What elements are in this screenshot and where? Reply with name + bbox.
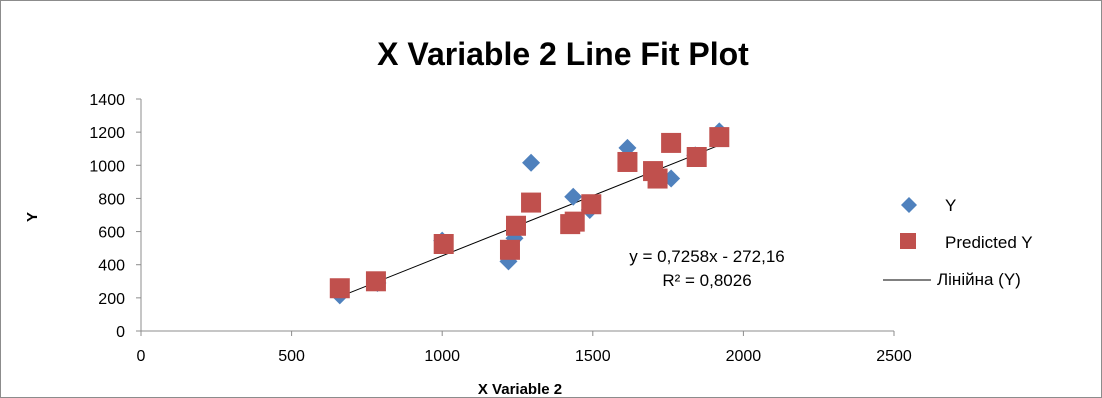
- data-point-predicted-y: [499, 239, 520, 260]
- x-axis-label: X Variable 2: [478, 381, 562, 397]
- data-point-predicted-y: [709, 127, 730, 148]
- legend: Y Predicted Y Лінійна (Y): [883, 196, 1033, 289]
- y-tick-label: 1200: [89, 125, 125, 142]
- data-point-predicted-y: [564, 211, 585, 232]
- data-point-predicted-y: [365, 271, 386, 292]
- x-tick-label: 2500: [876, 348, 912, 365]
- axes: [140, 99, 894, 332]
- trendline-equation: y = 0,7258x - 272,16: [629, 247, 784, 266]
- y-tick-label: 200: [98, 291, 125, 308]
- x-tick-label: 500: [278, 348, 305, 365]
- y-tick-label: 800: [98, 191, 125, 208]
- data-point-predicted-y: [505, 215, 526, 236]
- x-tick-label: 1500: [575, 348, 611, 365]
- legend-label-y: Y: [945, 196, 956, 215]
- chart-title: X Variable 2 Line Fit Plot: [377, 36, 749, 72]
- x-tick-label: 2000: [726, 348, 762, 365]
- legend-marker-y: [901, 197, 917, 213]
- data-point-predicted-y: [661, 132, 682, 153]
- legend-label-predicted-y: Predicted Y: [945, 233, 1033, 252]
- data-point-predicted-y: [686, 147, 707, 167]
- data-point-y: [564, 187, 583, 206]
- data-point-predicted-y: [647, 168, 668, 189]
- y-tick-label: 0: [116, 324, 125, 341]
- data-point-predicted-y: [329, 278, 350, 299]
- y-tick-label: 1000: [89, 158, 125, 175]
- data-point-predicted-y: [617, 151, 638, 172]
- y-axis-label: Y: [24, 212, 41, 222]
- data-point-predicted-y: [521, 192, 542, 213]
- data-point-predicted-y: [581, 194, 602, 215]
- legend-marker-predicted-y: [900, 233, 916, 249]
- data-point-y: [522, 153, 541, 172]
- y-tick-label: 400: [98, 258, 125, 275]
- data-point-predicted-y: [433, 234, 454, 254]
- y-ticks: 0 200 400 600 800 1000 1200 1400: [89, 92, 141, 341]
- y-tick-label: 1400: [89, 92, 125, 109]
- x-tick-label: 0: [137, 348, 146, 365]
- x-tick-label: 1000: [424, 348, 460, 365]
- legend-label-trendline: Лінійна (Y): [937, 270, 1021, 289]
- trendline-r-squared: R² = 0,8026: [662, 271, 751, 290]
- y-tick-label: 600: [98, 225, 125, 242]
- series-predicted-y: [329, 127, 730, 299]
- x-ticks: 0 500 1000 1500 2000 2500: [137, 331, 912, 365]
